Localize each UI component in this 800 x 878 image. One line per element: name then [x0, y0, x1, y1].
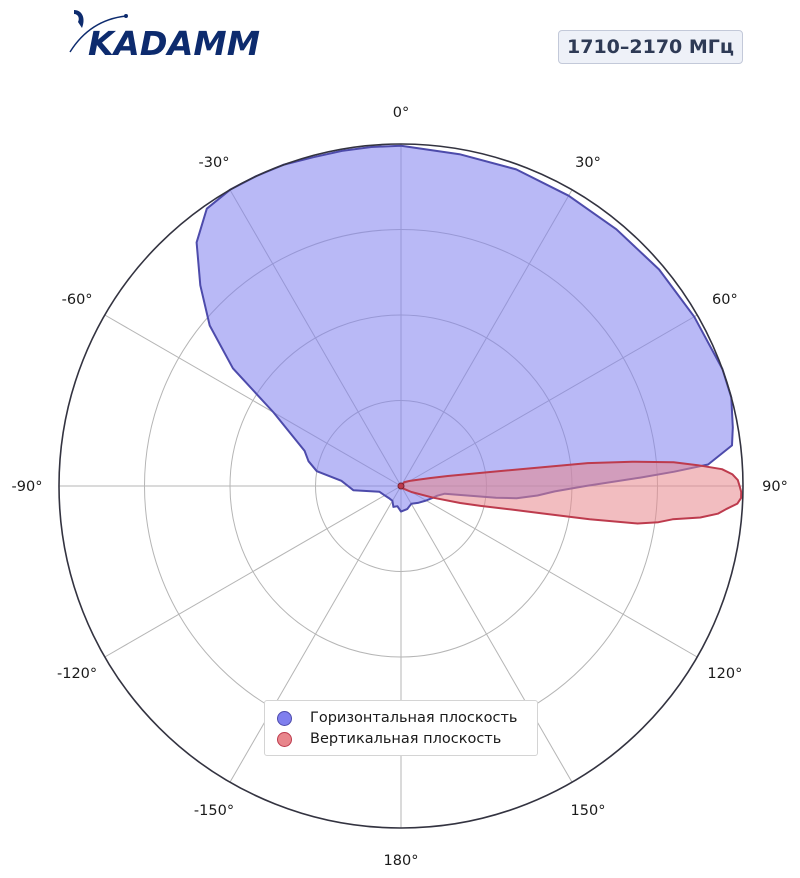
legend-label-horizontal: Горизонтальная плоскость [310, 710, 518, 726]
kadamm-logo: KADAMM [69, 10, 260, 62]
frequency-badge: 1710–2170 МГц [558, 30, 743, 64]
legend-label-vertical: Вертикальная плоскость [310, 731, 502, 747]
angular-gridline [400, 485, 573, 783]
angle-tick-label: 120° [707, 666, 742, 682]
legend-item-vertical: Вертикальная плоскость [277, 729, 501, 749]
logo-mark [74, 10, 84, 28]
series-horizontal-plane [195, 144, 734, 513]
angle-tick-label: 0° [393, 105, 409, 121]
angle-tick-label: -90° [12, 479, 43, 495]
logo-arc [69, 15, 127, 53]
angle-tick-label: 150° [571, 803, 606, 819]
angular-gridline [400, 485, 698, 658]
angular-gridline [104, 485, 402, 658]
angular-gridline [229, 485, 402, 783]
angle-tick-label: 60° [712, 292, 738, 308]
legend-item-horizontal: Горизонтальная плоскость [277, 708, 517, 728]
series-vertical-plane [400, 460, 743, 525]
angle-tick-labels: 0° 30° 60° 90° 120° 150° 180° -150° -120° -90° -60… [12, 105, 788, 869]
angle-tick-label: -30° [199, 155, 230, 171]
origin-marker [397, 482, 405, 490]
angle-tick-label: 90° [762, 479, 788, 495]
outer-ring [58, 143, 744, 829]
legend: Горизонтальная плоскость Вертикальная пл… [264, 700, 538, 756]
angle-tick-label: 180° [384, 853, 419, 869]
logo-dot [124, 14, 128, 18]
legend-swatch-horizontal [277, 710, 292, 726]
series-layer [195, 144, 743, 525]
angle-tick-label: 30° [575, 155, 601, 171]
brand-wordmark: KADAMM [88, 24, 260, 62]
angle-tick-label: -60° [62, 292, 93, 308]
angle-tick-label: -150° [194, 803, 234, 819]
legend-swatch-vertical [277, 731, 292, 747]
angle-tick-label: -120° [57, 666, 97, 682]
